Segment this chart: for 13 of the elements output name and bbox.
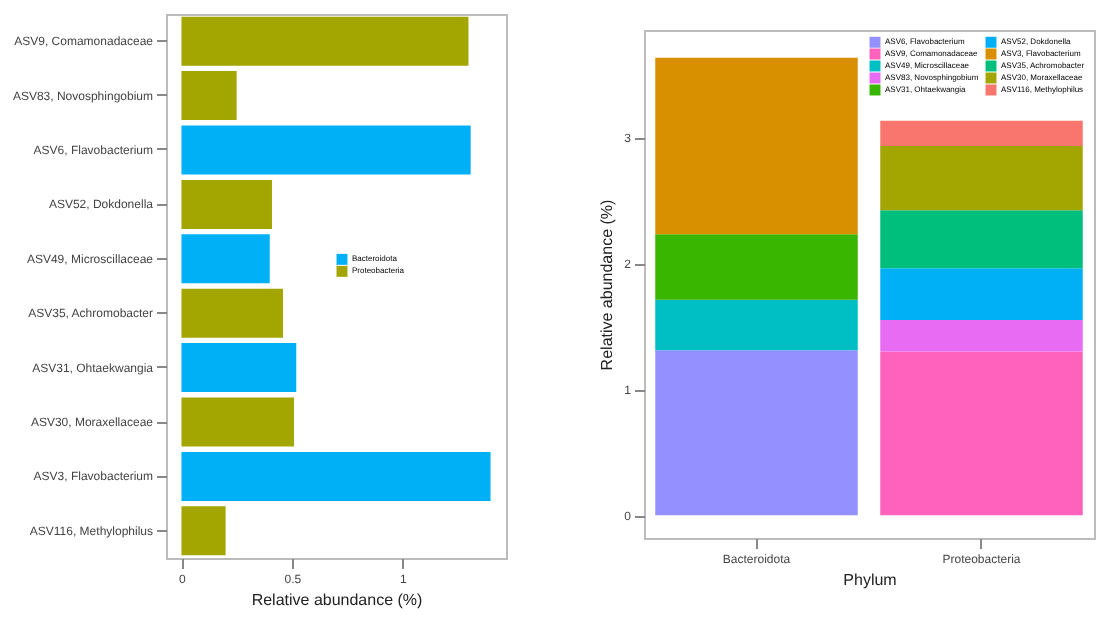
x-axis-title: Relative abundance (%) bbox=[251, 591, 424, 609]
bar bbox=[181, 16, 469, 66]
bar bbox=[181, 288, 284, 338]
bar bbox=[181, 343, 297, 393]
bar bbox=[181, 179, 272, 229]
bar bbox=[181, 71, 237, 121]
y-axis-title: Relative abundance (%) bbox=[598, 198, 617, 371]
x-axis-title: Phylum bbox=[843, 571, 898, 589]
bar bbox=[181, 125, 471, 175]
bar bbox=[181, 397, 295, 447]
bar bbox=[181, 234, 270, 284]
bar bbox=[181, 451, 491, 501]
bar bbox=[181, 506, 226, 556]
